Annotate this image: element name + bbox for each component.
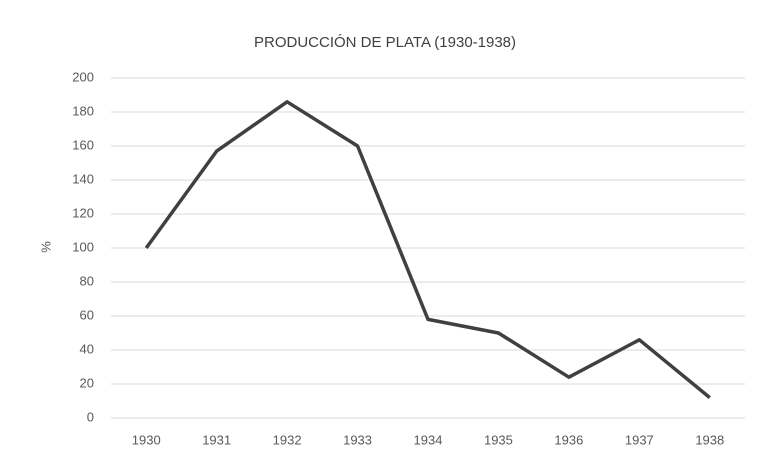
x-tick-label: 1934 — [414, 432, 443, 447]
x-tick-label: 1932 — [273, 432, 302, 447]
y-tick-label: 80 — [80, 273, 94, 288]
x-tick-label: 1938 — [695, 432, 724, 447]
y-tick-label: 20 — [80, 375, 94, 390]
y-tick-label: 140 — [72, 171, 94, 186]
x-tick-label: 1936 — [554, 432, 583, 447]
y-tick-label: 100 — [72, 239, 94, 254]
x-tick-label: 1933 — [343, 432, 372, 447]
y-tick-label: 200 — [72, 69, 94, 84]
x-tick-label: 1937 — [625, 432, 654, 447]
data-line — [144, 100, 711, 399]
x-tick-label: 1935 — [484, 432, 513, 447]
y-axis-label: % — [38, 241, 53, 253]
y-tick-label: 40 — [80, 341, 94, 356]
x-tick-label: 1930 — [132, 432, 161, 447]
y-tick-label: 180 — [72, 103, 94, 118]
y-tick-label: 120 — [72, 205, 94, 220]
y-tick-label: 160 — [72, 137, 94, 152]
x-tick-label: 1931 — [202, 432, 231, 447]
y-tick-label: 60 — [80, 307, 94, 322]
y-tick-label: 0 — [87, 409, 94, 424]
chart-title: PRODUCCIÓN DE PLATA (1930-1938) — [254, 34, 516, 51]
